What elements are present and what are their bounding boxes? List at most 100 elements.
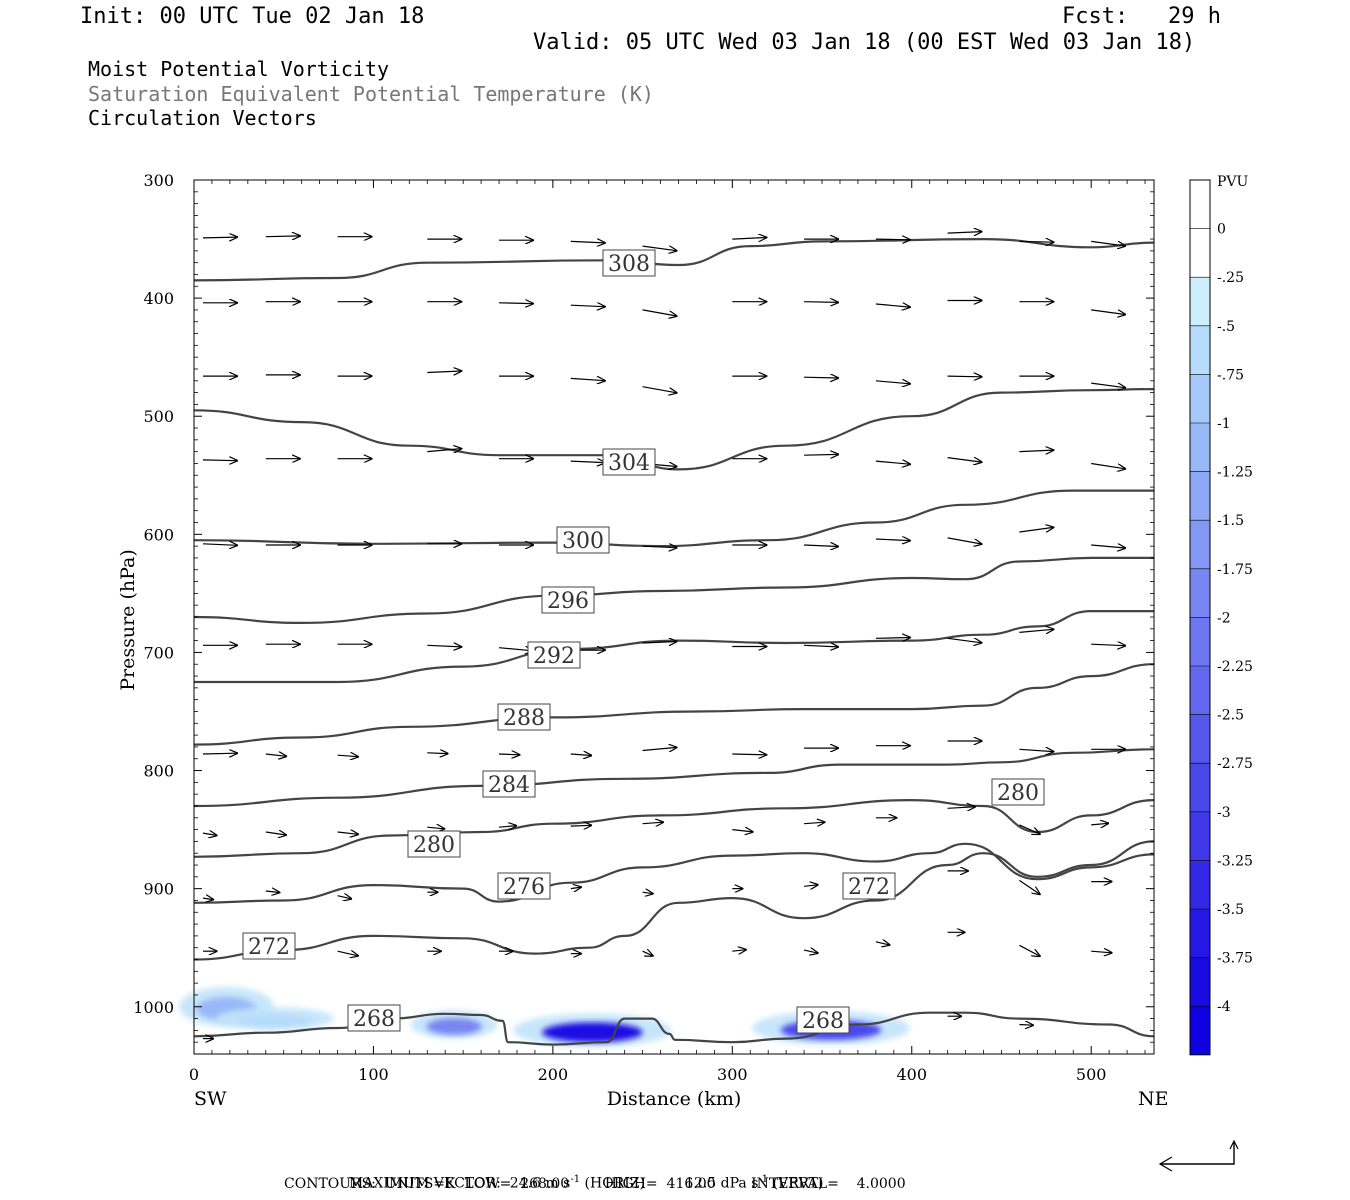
- circulation-vector: [202, 753, 237, 754]
- colorbar-swatch: [1190, 763, 1210, 812]
- circulation-vector: [498, 303, 533, 304]
- x-axis-label: Distance (km): [607, 1088, 742, 1110]
- circulation-vector: [732, 830, 752, 832]
- theta-es-contour-272: [193, 840, 1155, 961]
- colorbar-tick-label: -3.5: [1217, 902, 1244, 918]
- y-axis-label: Pressure (hPa): [117, 549, 139, 691]
- x-tick-label: 100: [358, 1065, 389, 1084]
- max-vector-label: MAXIMUM VECTOR:: [348, 1175, 501, 1192]
- circulation-vector: [1091, 545, 1125, 548]
- contour-label-box: [556, 526, 610, 554]
- contour-label-box: [242, 932, 296, 960]
- x-tick-label: 500: [1076, 1065, 1107, 1084]
- circulation-vector: [427, 645, 461, 647]
- circulation-vector: [804, 377, 838, 378]
- y-tick-label: 800: [143, 762, 174, 781]
- y-tick-label: 300: [143, 171, 174, 190]
- title-vectors: Circulation Vectors: [88, 106, 317, 130]
- vert-tag: (VERT): [772, 1175, 824, 1192]
- contour-label-box: [407, 830, 461, 858]
- colorbar-swatch: [1190, 520, 1210, 569]
- circulation-vector: [947, 637, 982, 643]
- pv-blob-core: [542, 1022, 643, 1043]
- circulation-vector: [947, 537, 982, 544]
- colorbar-tick-label: -2: [1217, 610, 1231, 626]
- colorbar-title: PVU: [1217, 174, 1249, 190]
- colorbar-frame: [1189, 179, 1211, 1056]
- circulation-vector: [947, 807, 975, 809]
- colorbar-tick-label: -1.5: [1217, 513, 1244, 529]
- circulation-vector: [947, 232, 982, 234]
- colorbar-swatch: [1190, 325, 1210, 375]
- circulation-vector: [427, 753, 447, 754]
- pv-colorbar: PVU 0 -.25 -.5 -.75 -1 -1.25 -1.5 -1.75 -2 -2.25 -2…: [1189, 174, 1253, 1056]
- circulation-vector: [1019, 527, 1053, 533]
- circulation-vector: [1091, 240, 1125, 246]
- circulation-vectors: [202, 232, 1125, 1039]
- circulation-vector: [804, 545, 838, 547]
- circulation-vector: [202, 460, 237, 461]
- pv-blob-core: [426, 1018, 482, 1035]
- forecast-hour: Fcst: 29 h: [1062, 4, 1221, 29]
- contour-label-box: [602, 448, 656, 476]
- x-end-right-label: NE: [1138, 1088, 1169, 1110]
- circulation-vector: [202, 237, 237, 238]
- circulation-vector: [803, 950, 818, 953]
- circulation-vector: [1019, 749, 1053, 751]
- circulation-vector: [1019, 241, 1053, 242]
- circulation-vector: [875, 461, 910, 464]
- contour-label-box: [541, 586, 595, 614]
- theta-es-contour-292: [193, 609, 1154, 684]
- circulation-vector: [804, 302, 838, 303]
- circulation-vector: [947, 457, 982, 463]
- y-tick-label: 500: [143, 407, 174, 426]
- circulation-vector: [642, 892, 653, 894]
- circulation-vector: [1091, 823, 1108, 825]
- circulation-vector: [642, 642, 677, 644]
- circulation-vector: [427, 371, 461, 373]
- y-tick-label: 400: [143, 289, 174, 308]
- circulation-vector: [732, 754, 766, 755]
- colorbar-swatch: [1190, 860, 1210, 909]
- exp-horiz: -1: [570, 1174, 581, 1185]
- circulation-vector: [202, 898, 213, 900]
- y-tick-label: 1000: [133, 998, 174, 1017]
- circulation-vector: [804, 822, 824, 824]
- circulation-vector: [265, 236, 300, 237]
- contour-label-276: 276: [503, 875, 545, 900]
- colorbar-swatch: [1190, 568, 1210, 618]
- colorbar-tick-label: -3.75: [1217, 951, 1253, 967]
- circulation-vector: [732, 950, 746, 952]
- colorbar-tick-label: -2.75: [1217, 756, 1253, 772]
- theta-es-contour-280: [193, 798, 1155, 858]
- circulation-vector: [1019, 450, 1053, 452]
- circulation-vector: [1091, 951, 1111, 953]
- circulation-vector: [875, 638, 910, 639]
- circulation-vector: [337, 755, 358, 757]
- circulation-vector: [1091, 309, 1125, 315]
- x-tick-label: 200: [538, 1065, 569, 1084]
- circulation-vector: [570, 241, 605, 243]
- circulation-vector: [1019, 1025, 1033, 1026]
- contour-label-268: 268: [353, 1007, 395, 1032]
- colorbar-swatch: [1190, 374, 1210, 423]
- contour-labels: 308 304 300 296 292 288 284 280 280 276 272 272 268 2…: [242, 249, 1045, 1034]
- colorbar-swatch: [1190, 957, 1210, 1007]
- contour-label-296: 296: [547, 589, 589, 614]
- contour-label-box: [497, 872, 551, 900]
- circulation-vector: [202, 833, 217, 835]
- max-vector-text: MAXIMUM VECTOR: 24.6 m s-1 (HORIZ) 12.5 …: [340, 1158, 824, 1192]
- circulation-vector: [337, 832, 358, 834]
- colorbar-tick-label: -2.5: [1217, 708, 1244, 724]
- circulation-vector: [570, 825, 591, 826]
- circulation-vector: [1091, 382, 1125, 388]
- circulation-vector: [337, 951, 358, 956]
- colorbar-tick-label: -.75: [1217, 367, 1244, 383]
- x-tick-label: 0: [189, 1065, 199, 1084]
- contour-label-304: 304: [608, 451, 650, 476]
- theta-es-contour-308: [193, 237, 1155, 282]
- theta-es-contour-284: [193, 748, 1155, 808]
- theta-es-contour-276: [193, 842, 1155, 904]
- colorbar-tick-label: -1: [1217, 416, 1231, 432]
